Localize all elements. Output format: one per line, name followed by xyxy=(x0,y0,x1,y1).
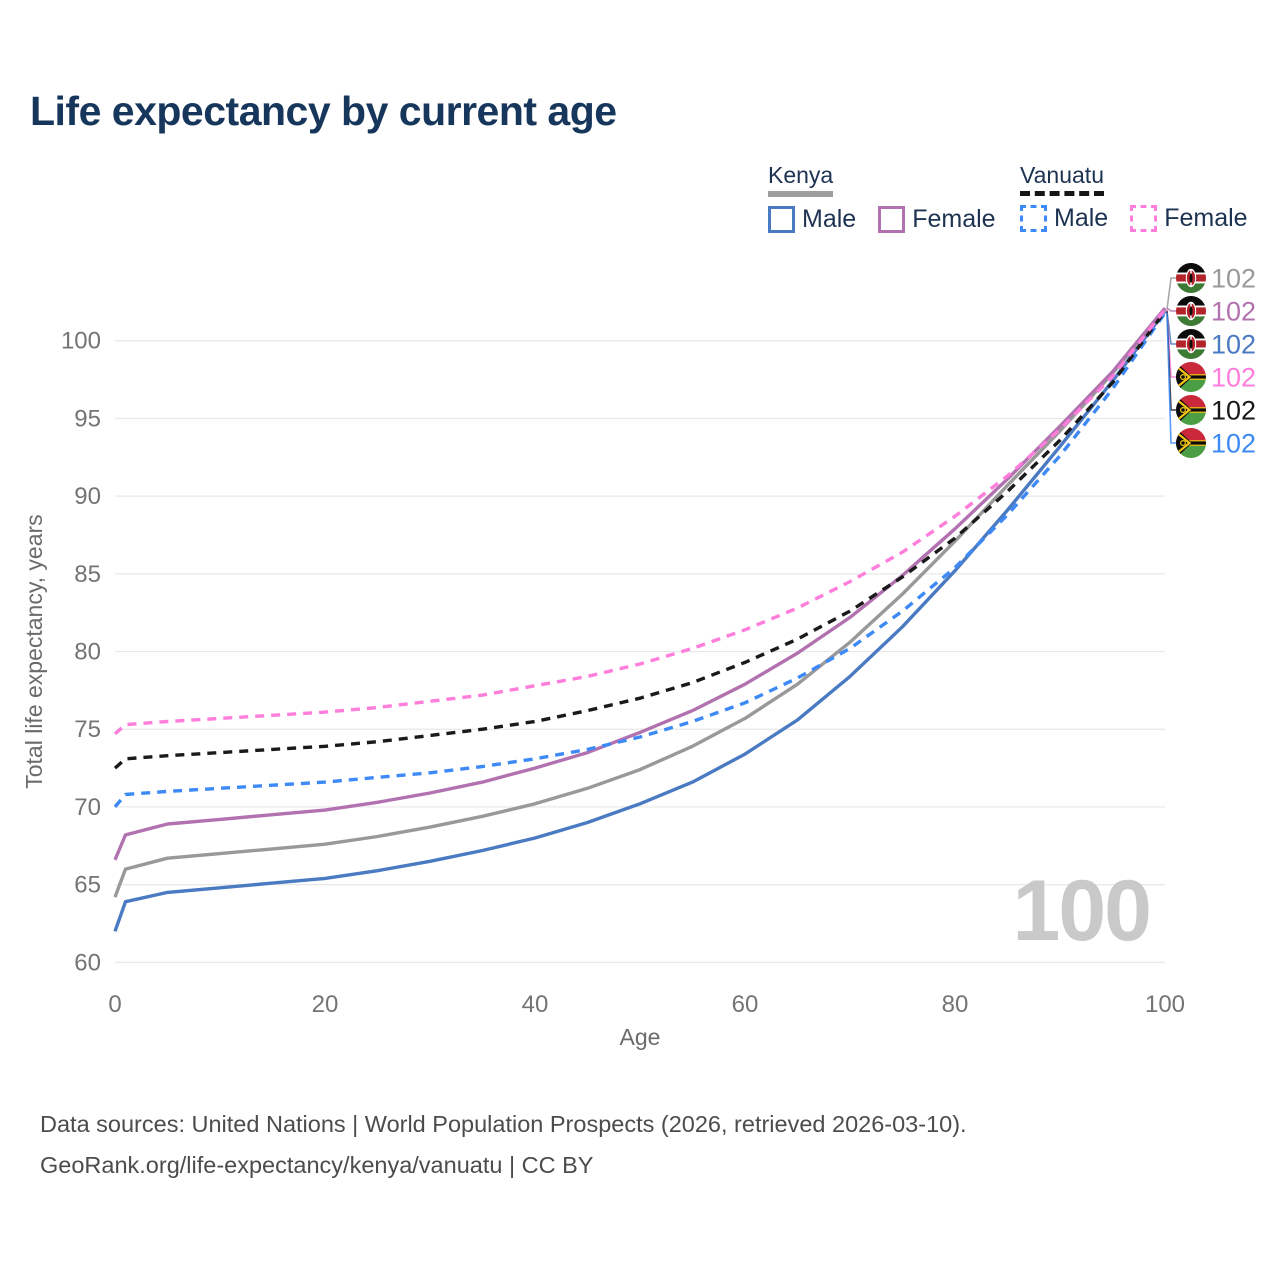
leader-line xyxy=(1166,312,1176,444)
legend-label: Male xyxy=(802,205,857,233)
end-value-label-vanuatu: 102 xyxy=(1211,396,1256,426)
y-tick-label: 65 xyxy=(74,872,101,899)
x-tick-label: 20 xyxy=(312,991,339,1018)
series-line-kenya-male[interactable] xyxy=(113,310,1167,932)
y-tick-label: 80 xyxy=(74,639,101,666)
footer-data-sources: Data sources: United Nations | World Pop… xyxy=(40,1111,967,1137)
y-tick-label: 60 xyxy=(74,949,101,976)
legend-label: Male xyxy=(1054,204,1109,232)
series-line-vanuatu[interactable] xyxy=(113,310,1167,770)
legend-item-vanuatu-female[interactable]: Female xyxy=(1130,204,1248,233)
kenya-flag-icon xyxy=(1176,296,1206,326)
legend-label: Female xyxy=(1164,204,1248,232)
y-tick-label: 90 xyxy=(74,483,101,510)
legend-item-kenya-male[interactable]: Male xyxy=(768,205,856,234)
x-tick-label: 60 xyxy=(732,991,759,1018)
y-tick-label: 100 xyxy=(61,328,101,355)
end-value-label-vanuatu-female: 102 xyxy=(1211,363,1256,393)
y-tick-label: 95 xyxy=(74,405,101,432)
y-axis-title: Total life expectancy, years xyxy=(21,514,47,788)
vanuatu-flag-icon xyxy=(1176,395,1206,425)
series-line-vanuatu-male[interactable] xyxy=(113,311,1167,808)
kenya-male-swatch-icon xyxy=(768,206,795,233)
x-tick-label: 0 xyxy=(108,991,121,1018)
x-tick-label: 40 xyxy=(522,991,549,1018)
leader-line xyxy=(1166,307,1176,312)
legend-group-kenya: Kenya Male Female xyxy=(768,162,996,234)
legend-label: Female xyxy=(912,205,996,233)
page-title: Life expectancy by current age xyxy=(30,88,617,134)
vanuatu-female-swatch-icon xyxy=(1130,205,1158,232)
kenya-flag-icon xyxy=(1176,329,1206,359)
footer: Data sources: United Nations | World Pop… xyxy=(40,1104,967,1186)
kenya-flag-icon xyxy=(1176,263,1206,293)
series-line-vanuatu-female[interactable] xyxy=(113,308,1167,736)
series-line-kenya[interactable] xyxy=(113,308,1167,898)
y-tick-label: 85 xyxy=(74,561,101,588)
vanuatu-male-swatch-icon xyxy=(1020,205,1047,232)
y-tick-label: 75 xyxy=(74,716,101,743)
life-expectancy-line-chart: 60 65 70 75 80 85 90 95 100 0 20 40 60 80 100 Age Total … xyxy=(21,263,1256,1050)
legend-item-vanuatu-male[interactable]: Male xyxy=(1020,204,1108,233)
vanuatu-flag-icon xyxy=(1176,362,1206,392)
series-line-kenya-female[interactable] xyxy=(113,307,1167,861)
x-tick-label: 100 xyxy=(1145,991,1185,1018)
legend-header-vanuatu[interactable]: Vanuatu xyxy=(1020,162,1104,196)
end-value-label-vanuatu-male: 102 xyxy=(1211,429,1256,459)
legend-header-kenya[interactable]: Kenya xyxy=(768,162,834,197)
y-tick-label: 70 xyxy=(74,794,101,821)
end-value-label-kenya-female: 102 xyxy=(1211,297,1256,327)
end-value-label-kenya: 102 xyxy=(1211,264,1256,294)
age-counter-watermark: 100 xyxy=(1012,863,1153,959)
footer-attribution: GeoRank.org/life-expectancy/kenya/vanuat… xyxy=(40,1152,594,1178)
legend-item-kenya-female[interactable]: Female xyxy=(878,205,996,234)
kenya-female-swatch-icon xyxy=(878,206,906,233)
x-tick-label: 80 xyxy=(942,991,969,1018)
legend-group-vanuatu: Vanuatu Male Female xyxy=(1020,162,1248,233)
leader-line xyxy=(1166,277,1176,310)
vanuatu-flag-icon xyxy=(1176,428,1206,458)
end-value-label-kenya-male: 102 xyxy=(1211,330,1256,360)
x-axis-title: Age xyxy=(620,1024,661,1050)
